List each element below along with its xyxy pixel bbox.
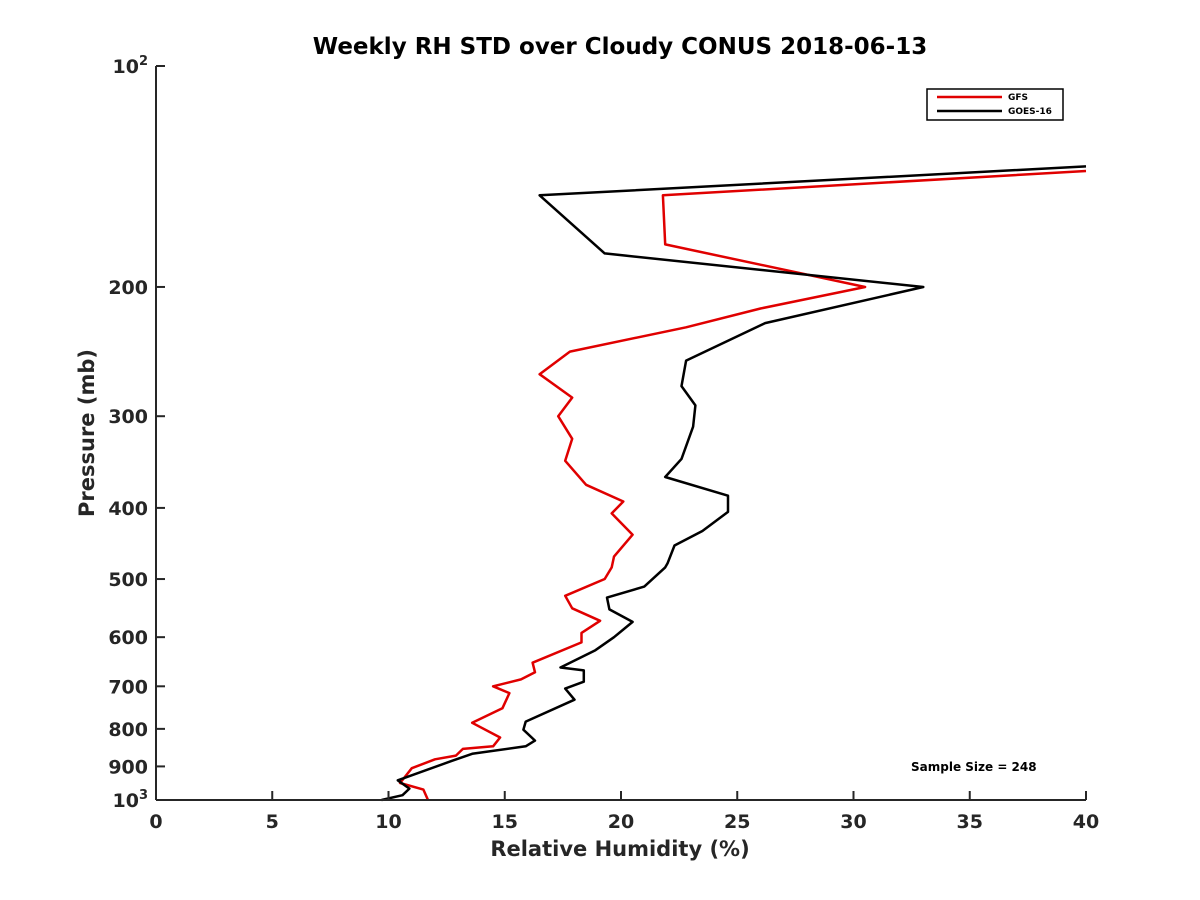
x-tick-label: 40 — [1073, 811, 1099, 833]
series-line-goes-16 — [381, 165, 1087, 802]
y-tick-label: 400 — [108, 498, 148, 520]
x-tick-label: 30 — [840, 811, 866, 833]
legend-label-gfs: GFS — [1008, 93, 1028, 103]
y-tick-label: 700 — [108, 676, 148, 698]
plot-series — [381, 165, 1087, 802]
x-tick-label: 35 — [957, 811, 983, 833]
y-tick-label: 900 — [108, 756, 148, 778]
x-tick-label: 5 — [266, 811, 279, 833]
legend: GFS GOES-16 — [926, 88, 1064, 121]
y-tick-label: 500 — [108, 569, 148, 591]
x-tick-label: 20 — [608, 811, 634, 833]
series-line-gfs — [398, 169, 1087, 801]
y-tick-label: 800 — [108, 719, 148, 741]
x-tick-label: 0 — [149, 811, 162, 833]
y-axis-title: Pressure (mb) — [75, 349, 99, 517]
axes: 0 5 10 15 20 25 30 35 40102200300400500600700800… — [108, 54, 1099, 833]
y-tick-label: 200 — [108, 277, 148, 299]
legend-box — [926, 88, 1064, 121]
y-tick-label: 600 — [108, 627, 148, 649]
x-tick-label: 15 — [492, 811, 518, 833]
y-tick-label: 300 — [108, 406, 148, 428]
x-axis-title: Relative Humidity (%) — [490, 837, 749, 861]
x-tick-label: 10 — [375, 811, 401, 833]
chart-title: Weekly RH STD over Cloudy CONUS 2018-06-… — [313, 34, 927, 60]
legend-label-goes-16: GOES-16 — [1008, 107, 1052, 117]
sample-size-annotation: Sample Size = 248 — [911, 760, 1037, 774]
x-tick-label: 25 — [724, 811, 750, 833]
